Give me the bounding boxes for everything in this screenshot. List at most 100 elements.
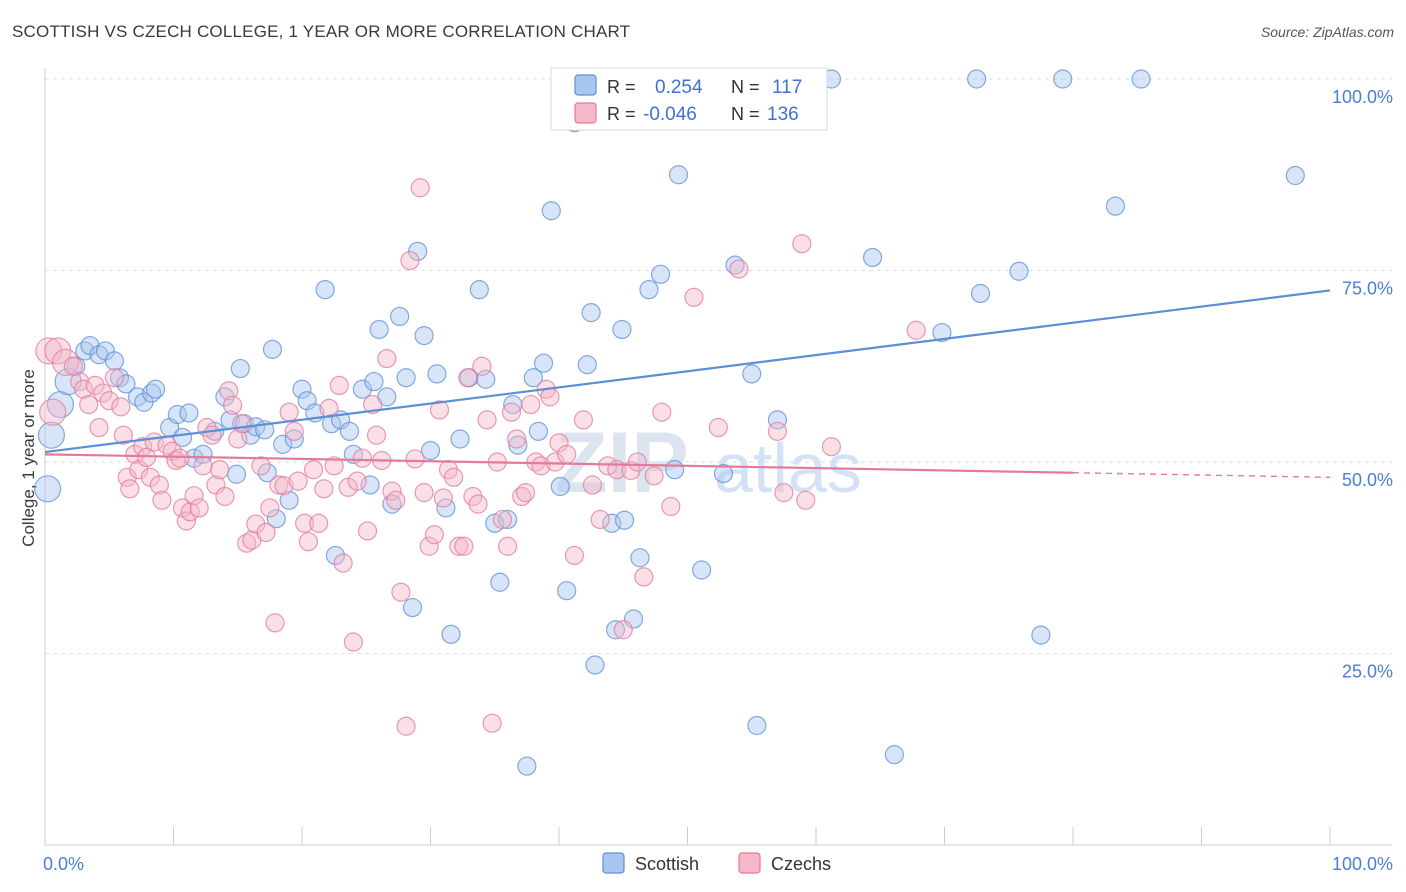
czechs-point [906, 320, 926, 340]
czechs-point [237, 533, 257, 553]
scottish-point [352, 379, 372, 399]
scottish-point [650, 264, 671, 284]
scottish-point [364, 371, 384, 392]
czechs-point [729, 259, 749, 279]
scottish-point [390, 306, 410, 327]
scottish-point [747, 715, 767, 736]
y-tick-label: 75.0% [1342, 279, 1393, 299]
legend-n-value-1: 117 [772, 77, 802, 98]
czechs-point [314, 479, 334, 499]
czechs-point [540, 387, 560, 407]
x-tick-label-min: 0.0% [43, 854, 84, 874]
data-points [33, 69, 1305, 776]
scottish-point [884, 745, 904, 765]
czechs-point [39, 398, 67, 426]
scottish-point [414, 326, 434, 346]
czechs-point [521, 394, 541, 415]
czechs-point [113, 425, 133, 445]
scottish-point [441, 624, 461, 644]
czechs-point [405, 449, 425, 469]
czechs-point [104, 368, 124, 388]
scottish-point [427, 364, 447, 384]
legend-r-label-2: R = [607, 104, 636, 124]
scottish-point [284, 429, 304, 449]
scottish-point [315, 280, 335, 300]
czechs-point [652, 402, 672, 422]
czechs-point [193, 456, 213, 476]
scottish-point [116, 374, 136, 394]
scottish-point [469, 280, 489, 300]
scottish-point [713, 463, 734, 484]
czechs-point [444, 467, 464, 487]
czechs-point [458, 368, 478, 388]
scottish-point [230, 358, 250, 379]
czechs-point [410, 178, 430, 198]
czechs-point [501, 402, 522, 422]
czechs-point [265, 613, 285, 633]
czechs-point [545, 452, 565, 472]
scottish-point [612, 319, 632, 340]
czechs-point [564, 545, 585, 566]
czechs-point [684, 287, 704, 307]
scottish-point [75, 341, 95, 361]
trend-lines [44, 289, 1331, 479]
legend-r-value-2: -0.046 [643, 104, 697, 125]
scottish-point [970, 283, 991, 304]
legend-swatch-czechs-bottom [738, 852, 761, 874]
series-czechs [35, 178, 926, 736]
trend-line-scottish [44, 289, 1331, 454]
scottish-point [279, 490, 299, 510]
czechs-point [129, 460, 149, 480]
scottish-point [498, 509, 518, 530]
scottish-point [1031, 625, 1051, 645]
scottish-point [145, 379, 166, 399]
scottish-point [862, 247, 883, 268]
czechs-point [343, 632, 363, 652]
czechs-point [492, 509, 513, 530]
czechs-point [573, 410, 594, 430]
scottish-point [557, 581, 577, 601]
czechs-point [99, 391, 119, 411]
czechs-point [400, 250, 420, 271]
scottish-point [639, 280, 659, 300]
czechs-point [223, 395, 243, 415]
czechs-point [821, 437, 842, 457]
czechs-point [549, 433, 569, 453]
series-legend: Scottish Czechs [602, 852, 831, 874]
trend-extension-czechs [1072, 472, 1331, 479]
czechs-point [774, 483, 794, 503]
scottish-point [508, 435, 528, 455]
axes [44, 68, 1392, 846]
scottish-point [402, 597, 423, 618]
czechs-point [329, 375, 349, 395]
trend-line-czechs [44, 453, 1074, 474]
source-note: Source: ZipAtlas.com [1260, 24, 1394, 40]
czechs-point [333, 553, 353, 573]
czechs-point [215, 486, 235, 507]
chart-title: SCOTTISH VS CZECH COLLEGE, 1 YEAR OR MOR… [12, 22, 631, 41]
czechs-point [582, 475, 603, 495]
czechs-point [202, 425, 222, 445]
czechs-point [111, 397, 131, 417]
czechs-point [468, 494, 488, 514]
czechs-point [274, 476, 294, 496]
czechs-point [477, 410, 497, 430]
czechs-point [433, 488, 453, 508]
scottish-point [420, 440, 441, 461]
czechs-point [396, 716, 416, 736]
czechs-point [260, 498, 280, 518]
scottish-point [767, 410, 788, 430]
y-tick-label: 100.0% [1332, 87, 1393, 107]
legend-swatch-scottish-bottom [602, 852, 625, 874]
czechs-point [357, 521, 378, 541]
czechs-point [298, 532, 319, 552]
scottish-point [692, 560, 712, 580]
legend-n-label-2: N = [731, 104, 760, 124]
czechs-point [454, 536, 474, 556]
scottish-point [262, 339, 283, 359]
czechs-point [613, 620, 633, 640]
czechs-point [352, 448, 372, 468]
stats-legend: R = 0.254 N = 117 R = -0.046 N = 136 [550, 67, 828, 131]
czechs-point [661, 496, 681, 517]
czechs-point [634, 567, 654, 587]
